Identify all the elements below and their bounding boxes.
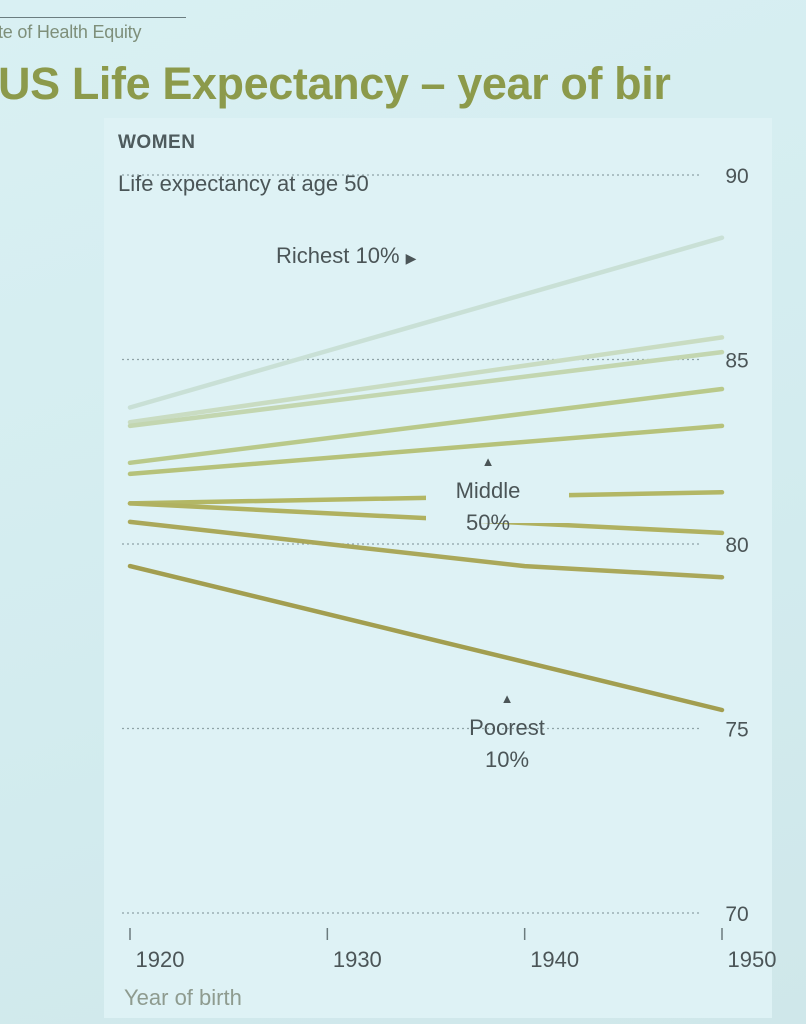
x-tick-label-1920: 1920 [136,947,185,972]
source-label: te of Health Equity [0,22,142,42]
series-lines [127,235,725,713]
series-line-upper-1 [127,335,725,425]
triangle-right-icon: ▶ [405,250,417,266]
annotation-richest: Richest 10% ▶ [276,240,416,274]
annotation-poorest-line1: Poorest [469,715,545,740]
x-tick-label-1950: 1950 [728,947,777,972]
grid-lines [122,174,700,914]
annotation-richest-text: Richest 10% [276,243,400,268]
axis-ticks: 70 75 80 85 90 1920 1930 1940 1950 [129,165,777,972]
series-line-upper-3 [127,386,725,466]
x-tick-label-1930: 1930 [333,947,382,972]
series-line-lower-7 [127,519,725,580]
triangle-up-icon: ▲ [500,691,514,706]
chart-panel-title: WOMEN [118,132,196,153]
annotation-poorest-line2: 10% [484,747,530,772]
annotation-gap-middle [426,455,569,523]
x-axis-label: Year of birth [124,985,242,1010]
y-tick-label-75: 75 [725,719,748,742]
series-line-poorest-8 [127,563,725,713]
divider [0,17,186,18]
annotation-middle-line2: 50% [465,510,511,535]
annotation-middle-line1: Middle [455,478,521,503]
annotation-poorest: ▲ Poorest 10% [452,692,562,776]
annotation-middle: ▲ Middle 50% [448,455,528,539]
y-tick-label-85: 85 [725,350,748,373]
y-tick-label-80: 80 [725,534,748,557]
series-line-upper-2 [127,349,725,429]
x-tick-label-1940: 1940 [530,947,579,972]
triangle-up-icon: ▲ [481,454,495,469]
series-line-richest-0 [127,235,725,410]
y-tick-label-70: 70 [725,903,748,926]
chart-panel [104,118,772,1018]
series-line-upper-4 [127,423,725,477]
y-tick-label-90: 90 [725,165,748,188]
slide-title: US Life Expectancy – year of bir [0,58,671,109]
